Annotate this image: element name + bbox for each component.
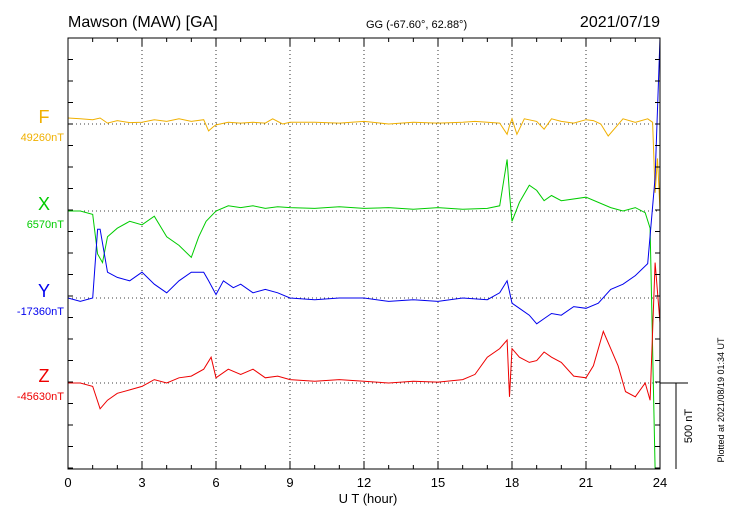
plot-frame [67, 37, 661, 470]
component-y-label: Y [38, 281, 50, 301]
x-tick-label: 18 [505, 475, 519, 490]
x-tick-label: 6 [212, 475, 219, 490]
x-tick-label: 0 [64, 475, 71, 490]
x-axis-title: U T (hour) [339, 491, 398, 506]
series-x-line [68, 159, 660, 470]
x-tick-label: 3 [138, 475, 145, 490]
component-f-label: F [39, 107, 50, 127]
scale-bar-label: 500 nT [683, 409, 695, 444]
component-labels: F 49260nT X 6570nT Y -17360nT Z -45630nT [17, 107, 64, 403]
scale-bar: 500 nT [660, 382, 695, 469]
series-f-line [67, 117, 661, 211]
series-y-line [67, 37, 661, 325]
x-tick-label: 9 [286, 475, 293, 490]
x-axis-ticks: 0 3 6 9 12 15 18 21 24 [64, 38, 667, 490]
component-x-label: X [38, 194, 50, 214]
grid-lines [68, 38, 660, 469]
x-tick-label: 15 [431, 475, 445, 490]
geographic-coordinates: GG (-67.60°, 62.88°) [366, 19, 467, 31]
plot-date: 2021/07/19 [580, 14, 660, 31]
x-tick-label: 24 [653, 475, 667, 490]
component-x-baseline: 6570nT [27, 219, 65, 231]
series-z-line [68, 262, 661, 410]
station-title: Mawson (MAW) [GA] [68, 14, 218, 31]
component-z-label: Z [39, 366, 50, 386]
plotted-timestamp: Plotted at 2021/08/19 01:34 UT [716, 337, 726, 463]
component-z-baseline: -45630nT [17, 391, 64, 403]
series-lines [67, 37, 661, 470]
x-tick-label: 21 [579, 475, 593, 490]
component-y-baseline: -17360nT [17, 306, 64, 318]
x-tick-label: 12 [357, 475, 371, 490]
component-f-baseline: 49260nT [21, 132, 65, 144]
